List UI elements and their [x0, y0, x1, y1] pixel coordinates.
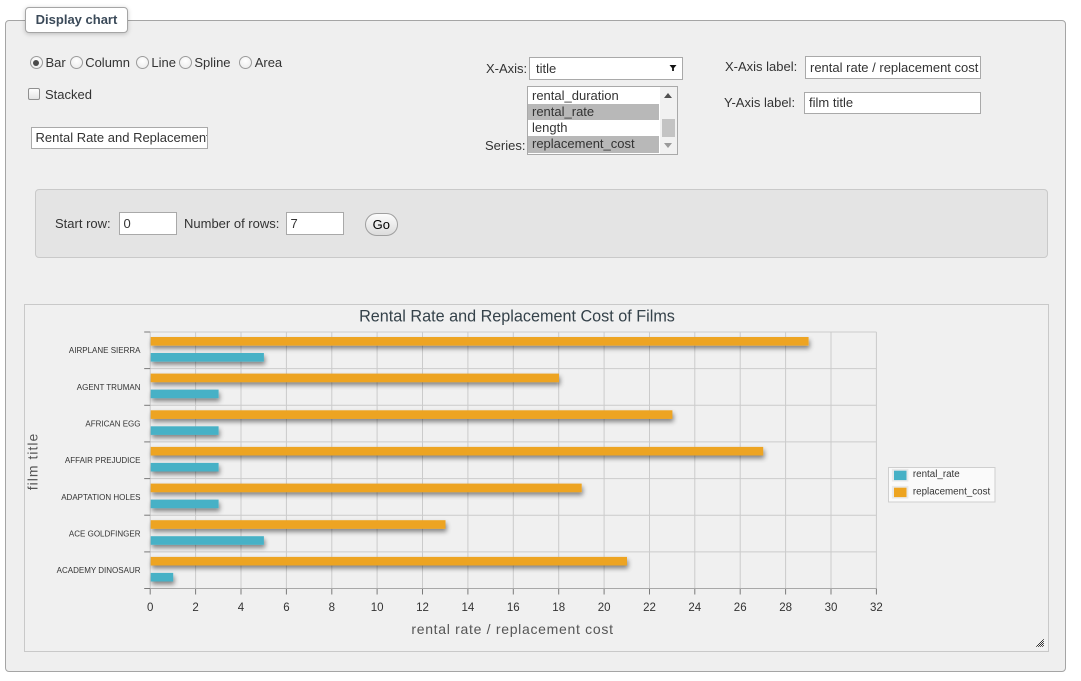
svg-text:2: 2 [192, 602, 198, 614]
svg-text:0: 0 [147, 602, 153, 614]
svg-text:ACE GOLDFINGER: ACE GOLDFINGER [69, 529, 141, 538]
svg-text:ACADEMY DINOSAUR: ACADEMY DINOSAUR [57, 566, 141, 575]
svg-text:film title: film title [25, 433, 41, 490]
svg-text:14: 14 [462, 602, 475, 614]
svg-text:10: 10 [371, 602, 384, 614]
svg-text:12: 12 [416, 602, 429, 614]
svg-text:rental_rate: rental_rate [913, 469, 960, 480]
svg-text:6: 6 [283, 602, 289, 614]
svg-text:20: 20 [598, 602, 611, 614]
svg-text:4: 4 [238, 602, 245, 614]
svg-text:26: 26 [734, 602, 747, 614]
svg-text:8: 8 [329, 602, 335, 614]
svg-text:18: 18 [552, 602, 565, 614]
svg-text:22: 22 [643, 602, 656, 614]
svg-text:30: 30 [825, 602, 838, 614]
svg-text:rental rate / replacement cost: rental rate / replacement cost [411, 621, 613, 637]
svg-text:28: 28 [779, 602, 792, 614]
svg-text:Rental Rate and Replacement Co: Rental Rate and Replacement Cost of Film… [359, 308, 675, 326]
svg-text:24: 24 [688, 602, 701, 614]
svg-text:32: 32 [870, 602, 883, 614]
svg-text:AFRICAN EGG: AFRICAN EGG [85, 420, 140, 429]
svg-text:ADAPTATION HOLES: ADAPTATION HOLES [61, 493, 140, 502]
svg-text:AFFAIR PREJUDICE: AFFAIR PREJUDICE [65, 456, 141, 465]
svg-text:AGENT TRUMAN: AGENT TRUMAN [77, 383, 141, 392]
svg-text:16: 16 [507, 602, 520, 614]
svg-text:replacement_cost: replacement_cost [913, 486, 991, 497]
svg-text:AIRPLANE SIERRA: AIRPLANE SIERRA [69, 346, 141, 355]
